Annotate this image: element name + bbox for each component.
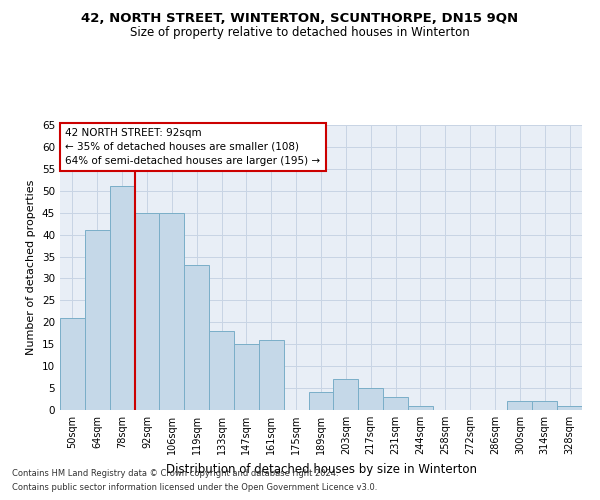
Bar (508, 401, 532, 410)
Text: Contains HM Land Registry data © Crown copyright and database right 2024.: Contains HM Land Registry data © Crown c… (12, 468, 338, 477)
Bar (184, 266, 209, 410)
Text: 42, NORTH STREET, WINTERTON, SCUNTHORPE, DN15 9QN: 42, NORTH STREET, WINTERTON, SCUNTHORPE,… (82, 12, 518, 26)
Bar (358, 388, 383, 410)
Bar (259, 340, 284, 410)
Bar (110, 186, 134, 410)
X-axis label: Distribution of detached houses by size in Winterton: Distribution of detached houses by size … (166, 462, 476, 475)
Bar (383, 397, 408, 410)
Bar (85, 230, 110, 410)
Bar (134, 212, 160, 410)
Bar (334, 380, 358, 410)
Y-axis label: Number of detached properties: Number of detached properties (26, 180, 37, 355)
Bar (209, 331, 234, 410)
Bar (308, 392, 334, 410)
Bar (60, 318, 85, 410)
Text: 42 NORTH STREET: 92sqm
← 35% of detached houses are smaller (108)
64% of semi-de: 42 NORTH STREET: 92sqm ← 35% of detached… (65, 128, 320, 166)
Bar (532, 401, 557, 410)
Text: Size of property relative to detached houses in Winterton: Size of property relative to detached ho… (130, 26, 470, 39)
Bar (234, 344, 259, 410)
Bar (408, 406, 433, 410)
Bar (160, 212, 184, 410)
Text: Contains public sector information licensed under the Open Government Licence v3: Contains public sector information licen… (12, 484, 377, 492)
Bar (557, 406, 582, 410)
